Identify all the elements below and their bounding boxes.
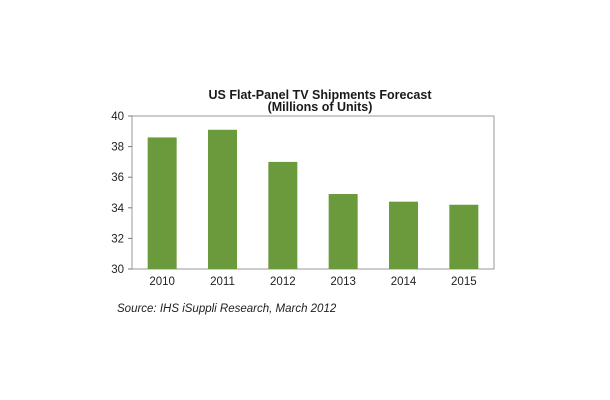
bar-2011 xyxy=(208,129,237,269)
bar-2010 xyxy=(147,137,177,269)
y-tick-label: 34 xyxy=(111,203,124,215)
x-tick-label: 2012 xyxy=(270,276,296,288)
y-tick-label: 32 xyxy=(111,233,124,245)
x-tick-label: 2010 xyxy=(149,276,175,288)
chart-title: US Flat-Panel TV Shipments Forecast xyxy=(209,88,433,102)
x-tick-label: 2013 xyxy=(330,276,356,288)
bar-2013 xyxy=(328,194,358,269)
x-tick-label: 2014 xyxy=(391,276,417,288)
bar-2012 xyxy=(268,161,298,269)
y-tick-label: 40 xyxy=(111,111,124,123)
x-tick-label: 2015 xyxy=(451,276,477,288)
y-tick-label: 30 xyxy=(111,264,124,276)
bars xyxy=(147,129,479,269)
x-tick-label: 2011 xyxy=(210,276,235,288)
y-axis: 30 32 34 36 38 40 xyxy=(111,111,132,276)
x-axis: 2010 2011 2012 2013 2014 2015 xyxy=(149,276,476,288)
chart-subtitle: (Millions of Units) xyxy=(268,100,373,114)
y-tick-label: 38 xyxy=(111,142,124,154)
y-tick-label: 36 xyxy=(111,172,124,184)
bar-2014 xyxy=(389,201,418,269)
plot-area xyxy=(131,115,495,270)
source-note: Source: IHS iSuppli Research, March 2012 xyxy=(117,303,337,315)
bar-2015 xyxy=(449,204,479,269)
